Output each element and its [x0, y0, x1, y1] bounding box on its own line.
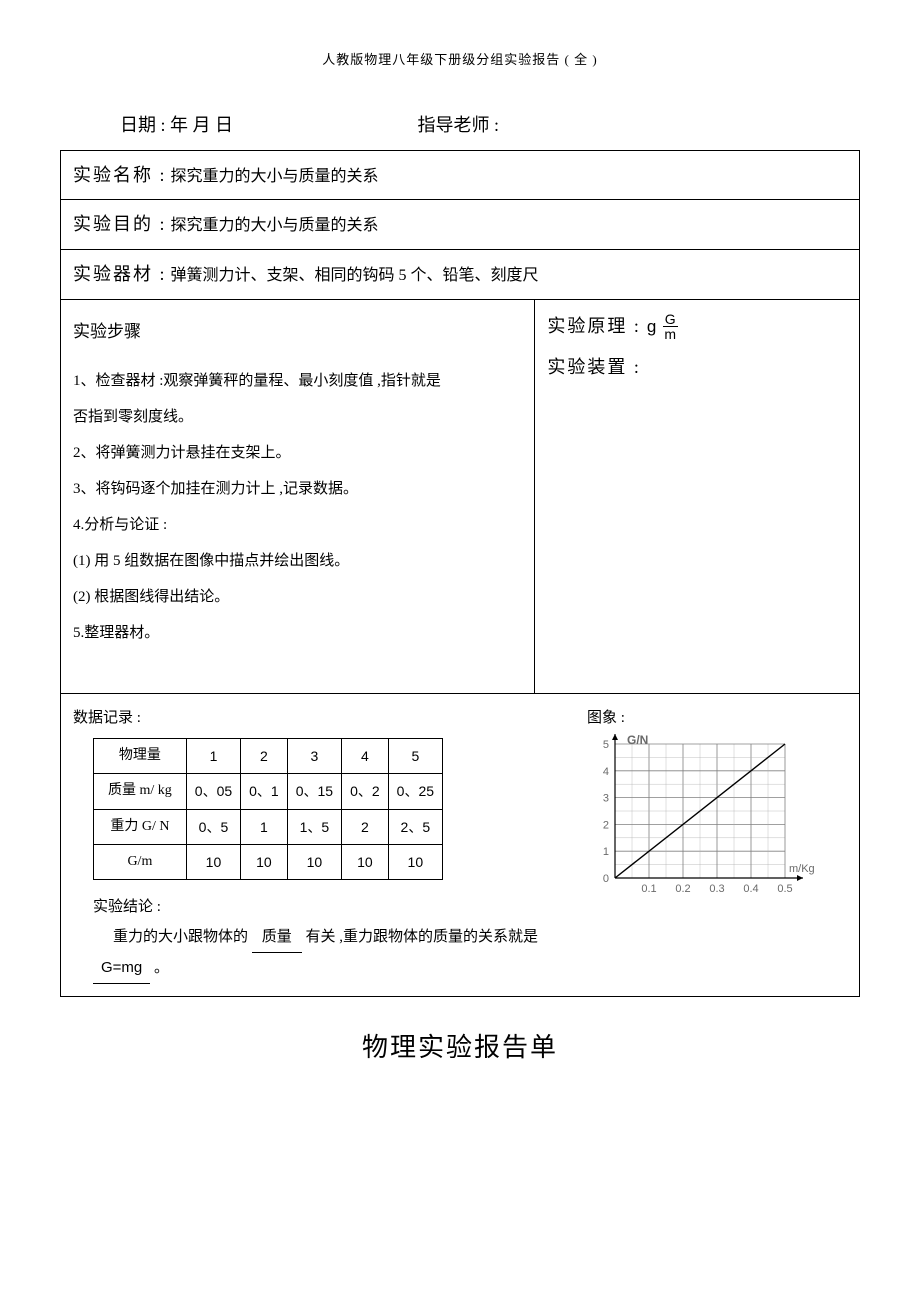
equip-label: 实验器材 :	[73, 264, 167, 284]
table-header-cell: 物理量	[94, 738, 187, 773]
principle-var: g	[647, 313, 656, 340]
svg-text:0.2: 0.2	[675, 883, 690, 895]
table-cell: 10	[342, 844, 389, 879]
table-cell: 质量 m/ kg	[94, 774, 187, 809]
table-header-cell: 3	[287, 738, 341, 773]
svg-text:4: 4	[603, 766, 609, 778]
table-header-cell: 1	[186, 738, 240, 773]
conclusion: 实验结论 : 重力的大小跟物体的 质量 有关 ,重力跟物体的质量的关系就是 G=…	[73, 892, 557, 984]
name-value: 探究重力的大小与质量的关系	[171, 168, 379, 185]
table-cell: 10	[186, 844, 240, 879]
frac-den: m	[662, 327, 678, 341]
svg-text:5: 5	[603, 739, 609, 751]
data-right: 图象 : 0 1 2 3 4 5 0.1 0.2 0.3 0.4 0.5 G/N m/Kg	[587, 706, 847, 985]
svg-text:0.3: 0.3	[709, 883, 724, 895]
svg-text:0.1: 0.1	[641, 883, 656, 895]
svg-text:3: 3	[603, 792, 609, 804]
device-label: 实验装置 :	[547, 353, 847, 382]
table-cell: 1、5	[287, 809, 341, 844]
step-7: 5.整理器材。	[73, 615, 522, 651]
table-cell: G/m	[94, 844, 187, 879]
table-cell: 2、5	[388, 809, 442, 844]
svg-text:1: 1	[603, 846, 609, 858]
table-row: G/m1010101010	[94, 844, 443, 879]
table-cell: 10	[388, 844, 442, 879]
teacher-label: 指导老师 :	[418, 111, 500, 140]
record-label: 数据记录 :	[73, 706, 557, 730]
steps-cell: 实验步骤 1、检查器材 :观察弹簧秤的量程、最小刻度值 ,指针就是 否指到零刻度…	[61, 300, 535, 693]
table-cell: 10	[241, 844, 288, 879]
table-cell: 0、5	[186, 809, 240, 844]
step-2: 2、将弹簧测力计悬挂在支架上。	[73, 435, 522, 471]
purpose-label: 实验目的 :	[73, 214, 167, 234]
conc-t1: 重力的大小跟物体的	[113, 929, 248, 945]
conclusion-text: 重力的大小跟物体的 质量 有关 ,重力跟物体的质量的关系就是 G=mg 。	[93, 922, 557, 984]
table-cell: 10	[287, 844, 341, 879]
principle-formula: 实验原理 : g G m	[547, 312, 847, 341]
conclusion-label: 实验结论 :	[93, 892, 557, 922]
steps-principle-row: 实验步骤 1、检查器材 :观察弹簧秤的量程、最小刻度值 ,指针就是 否指到零刻度…	[61, 300, 859, 694]
step-1b: 否指到零刻度线。	[73, 399, 522, 435]
data-table: 物理量12345 质量 m/ kg0、050、10、150、20、25重力 G/…	[93, 738, 443, 881]
equip-value: 弹簧测力计、支架、相同的钩码 5 个、铅笔、刻度尺	[171, 267, 539, 284]
table-cell: 0、1	[241, 774, 288, 809]
step-6: (2) 根据图线得出结论。	[73, 579, 522, 615]
conc-blank1: 质量	[252, 922, 302, 953]
principle-cell: 实验原理 : g G m 实验装置 :	[535, 300, 859, 693]
experiment-name-row: 实验名称 : 探究重力的大小与质量的关系	[61, 151, 859, 201]
conc-blank2: G=mg	[93, 953, 150, 984]
gravity-chart: 0 1 2 3 4 5 0.1 0.2 0.3 0.4 0.5 G/N m/Kg	[587, 730, 827, 900]
name-label: 实验名称 :	[73, 165, 167, 185]
frac-num: G	[663, 312, 678, 327]
data-left: 数据记录 : 物理量12345 质量 m/ kg0、050、10、150、20、…	[73, 706, 557, 985]
report-box: 实验名称 : 探究重力的大小与质量的关系 实验目的 : 探究重力的大小与质量的关…	[60, 150, 860, 998]
table-header-cell: 2	[241, 738, 288, 773]
purpose-row: 实验目的 : 探究重力的大小与质量的关系	[61, 200, 859, 250]
table-row: 重力 G/ N0、511、522、5	[94, 809, 443, 844]
svg-text:0.5: 0.5	[777, 883, 792, 895]
svg-text:G/N: G/N	[627, 733, 648, 747]
principle-label: 实验原理 :	[547, 312, 641, 341]
svg-text:0: 0	[603, 873, 609, 885]
conc-t2: 有关 ,重力跟物体的质量的关系就是	[306, 929, 539, 945]
data-section: 数据记录 : 物理量12345 质量 m/ kg0、050、10、150、20、…	[61, 694, 859, 997]
image-label: 图象 :	[587, 706, 847, 730]
equipment-row: 实验器材 : 弹簧测力计、支架、相同的钩码 5 个、铅笔、刻度尺	[61, 250, 859, 300]
conc-t3: 。	[154, 960, 169, 976]
step-5: (1) 用 5 组数据在图像中描点并绘出图线。	[73, 543, 522, 579]
svg-text:m/Kg: m/Kg	[789, 863, 815, 875]
step-1a: 1、检查器材 :观察弹簧秤的量程、最小刻度值 ,指针就是	[73, 363, 522, 399]
footer-title: 物理实验报告单	[60, 1027, 860, 1069]
table-cell: 0、05	[186, 774, 240, 809]
table-cell: 1	[241, 809, 288, 844]
step-4: 4.分析与论证 :	[73, 507, 522, 543]
step-3: 3、将钩码逐个加挂在测力计上 ,记录数据。	[73, 471, 522, 507]
table-header-cell: 5	[388, 738, 442, 773]
fraction-icon: G m	[662, 312, 678, 341]
table-cell: 0、15	[287, 774, 341, 809]
table-cell: 0、25	[388, 774, 442, 809]
table-header-row: 物理量12345	[94, 738, 443, 773]
date-teacher-row: 日期 : 年 月 日 指导老师 :	[60, 111, 860, 140]
svg-text:0.4: 0.4	[743, 883, 758, 895]
purpose-value: 探究重力的大小与质量的关系	[171, 217, 379, 234]
table-cell: 重力 G/ N	[94, 809, 187, 844]
table-cell: 2	[342, 809, 389, 844]
doc-title: 人教版物理八年级下册级分组实验报告 ( 全 )	[60, 50, 860, 71]
svg-text:2: 2	[603, 819, 609, 831]
steps-title: 实验步骤	[73, 312, 522, 353]
table-row: 质量 m/ kg0、050、10、150、20、25	[94, 774, 443, 809]
table-header-cell: 4	[342, 738, 389, 773]
date-label: 日期 : 年 月 日	[120, 111, 233, 140]
table-cell: 0、2	[342, 774, 389, 809]
